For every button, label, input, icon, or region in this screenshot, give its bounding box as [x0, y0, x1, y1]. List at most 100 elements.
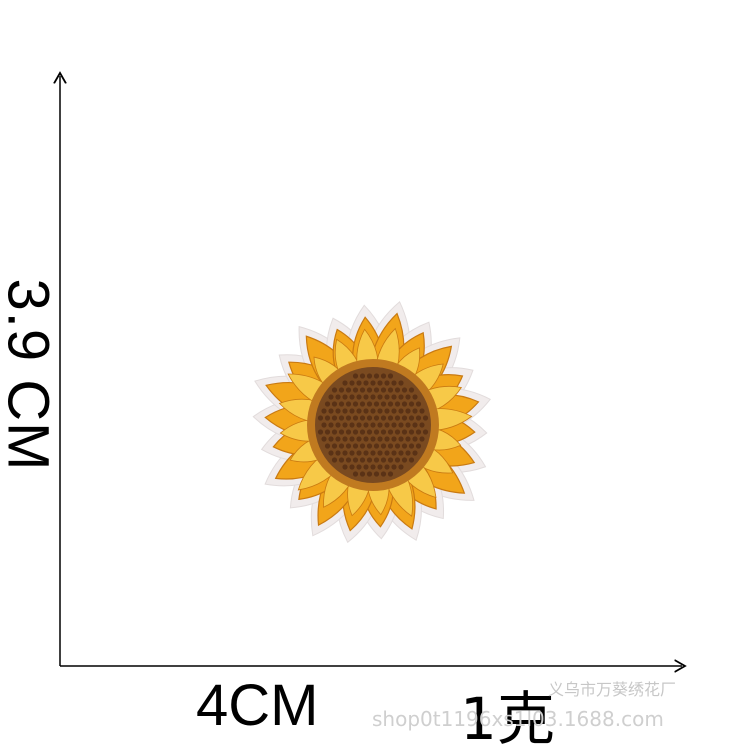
- seed-stitch: [317, 429, 324, 435]
- seed-stitch: [352, 443, 359, 449]
- seed-stitch: [349, 394, 355, 400]
- seed-stitch: [377, 408, 383, 414]
- seed-stitch: [342, 436, 348, 442]
- seed-stitch: [401, 457, 408, 463]
- seed-stitch: [408, 429, 415, 435]
- seed-stitch: [398, 422, 404, 428]
- seed-stitch: [415, 401, 422, 407]
- seed-stitch: [356, 408, 362, 414]
- seed-stitch: [408, 457, 415, 463]
- seed-stitch: [363, 380, 369, 386]
- seed-stitch: [363, 422, 369, 428]
- seed-stitch: [338, 443, 345, 449]
- seed-stitch: [349, 422, 355, 428]
- seed-stitch: [412, 422, 418, 428]
- seed-stitch: [345, 415, 352, 421]
- seed-stitch: [391, 450, 397, 456]
- seed-stitch: [335, 436, 341, 442]
- seed-stitch: [391, 422, 397, 428]
- seed-stitch: [342, 464, 348, 470]
- seed-stitch: [366, 471, 373, 477]
- sunflower-patch-image: [252, 301, 491, 544]
- seed-stitch: [387, 471, 394, 477]
- seed-stitch: [387, 457, 394, 463]
- seed-stitch: [377, 464, 383, 470]
- seed-stitch: [384, 450, 390, 456]
- seed-stitch: [366, 387, 373, 393]
- seed-stitch: [366, 429, 373, 435]
- seed-stitch: [394, 443, 401, 449]
- seed-stitch: [380, 457, 387, 463]
- seed-stitch: [324, 415, 331, 421]
- seed-stitch: [345, 401, 352, 407]
- seed-stitch: [321, 408, 327, 414]
- seed-stitch: [391, 464, 397, 470]
- seed-stitch: [384, 408, 390, 414]
- seed-stitch: [419, 422, 425, 428]
- seed-stitch: [394, 387, 401, 393]
- seed-stitch: [352, 415, 359, 421]
- seed-stitch: [412, 408, 418, 414]
- seed-stitch: [349, 380, 355, 386]
- seed-stitch: [349, 464, 355, 470]
- seed-stitch: [342, 408, 348, 414]
- seed-stitch: [366, 443, 373, 449]
- width-dimension-label: 4CM: [196, 673, 319, 738]
- seed-stitch: [356, 422, 362, 428]
- seed-stitch: [359, 415, 366, 421]
- seed-stitch: [373, 401, 380, 407]
- seed-stitch: [328, 394, 334, 400]
- seed-stitch: [394, 401, 401, 407]
- seed-stitch: [356, 436, 362, 442]
- seed-stitch: [335, 422, 341, 428]
- seed-stitch: [363, 394, 369, 400]
- seed-stitch: [331, 457, 338, 463]
- seed-stitch: [349, 408, 355, 414]
- seed-stitch: [422, 429, 429, 435]
- seed-stitch: [373, 471, 380, 477]
- weight-label: 1克: [460, 685, 555, 753]
- seed-stitch: [359, 401, 366, 407]
- seed-stitch: [391, 394, 397, 400]
- sunflower-center: [307, 359, 439, 491]
- seed-stitch: [352, 373, 359, 379]
- seed-stitch: [366, 415, 373, 421]
- seed-stitch: [331, 387, 338, 393]
- seed-stitch: [419, 436, 425, 442]
- seed-stitch: [384, 394, 390, 400]
- seed-stitch: [401, 401, 408, 407]
- seed-stitch: [352, 457, 359, 463]
- seed-stitch: [391, 436, 397, 442]
- seed-stitch: [415, 443, 422, 449]
- seed-stitch: [328, 450, 334, 456]
- seed-stitch: [380, 373, 387, 379]
- seed-stitch: [370, 394, 376, 400]
- seed-stitch: [338, 415, 345, 421]
- seed-stitch: [363, 408, 369, 414]
- seed-stitch: [359, 471, 366, 477]
- seed-stitch: [331, 415, 338, 421]
- seed-stitch: [321, 422, 327, 428]
- seed-stitch: [345, 443, 352, 449]
- seed-stitch: [387, 387, 394, 393]
- seed-stitch: [345, 457, 352, 463]
- seed-stitch: [352, 387, 359, 393]
- seed-stitch: [394, 415, 401, 421]
- seed-stitch: [321, 436, 327, 442]
- seed-stitch: [398, 408, 404, 414]
- seed-stitch: [338, 387, 345, 393]
- seed-stitch: [349, 436, 355, 442]
- seed-stitch: [359, 457, 366, 463]
- seed-stitch: [398, 380, 404, 386]
- seed-stitch: [342, 450, 348, 456]
- seed-stitch: [405, 394, 411, 400]
- seed-stitch: [401, 443, 408, 449]
- seed-stitch: [335, 394, 341, 400]
- seed-stitch: [380, 471, 387, 477]
- seed-stitch: [401, 415, 408, 421]
- seed-stitch: [387, 429, 394, 435]
- seed-stitch: [401, 429, 408, 435]
- seed-stitch: [377, 422, 383, 428]
- seed-stitch: [373, 457, 380, 463]
